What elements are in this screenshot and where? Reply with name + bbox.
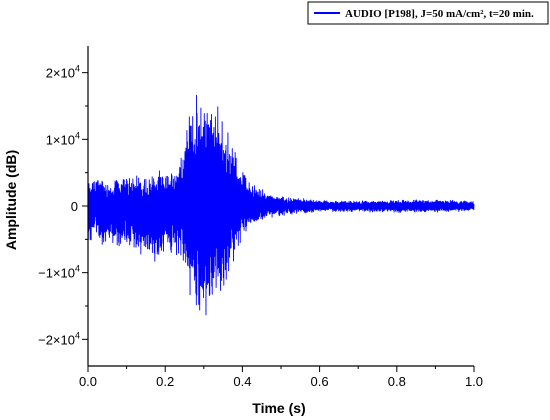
y-tick-label: −1×104 <box>38 264 80 281</box>
y-tick-label: 1×104 <box>46 130 80 147</box>
x-axis-title: Time (s) <box>252 400 305 416</box>
tick-marks <box>82 72 475 372</box>
legend-box <box>307 1 549 25</box>
signal-line <box>87 94 475 316</box>
x-tick-label: 1.0 <box>465 374 483 389</box>
legend-label: AUDIO [P198], J=50 mA/cm², t=20 min. <box>345 8 534 20</box>
x-tick-label: 0.6 <box>311 374 329 389</box>
x-tick-label: 0.8 <box>388 374 406 389</box>
y-tick-label: 2×104 <box>46 64 80 81</box>
x-tick-label: 0.0 <box>79 374 97 389</box>
y-axis-title: Amplitude (dB) <box>3 150 19 250</box>
x-tick-label: 0.4 <box>233 374 251 389</box>
y-tick-label: −2×104 <box>38 330 80 347</box>
y-tick-label: 0 <box>71 199 78 214</box>
x-tick-label: 0.2 <box>156 374 174 389</box>
signal-series <box>87 94 475 316</box>
legend: AUDIO [P198], J=50 mA/cm², t=20 min. <box>307 1 549 25</box>
tick-labels: 0.0 0.2 0.4 0.6 0.8 1.0 2×104 1×104 0 −1×104 −2×10… <box>38 64 483 389</box>
